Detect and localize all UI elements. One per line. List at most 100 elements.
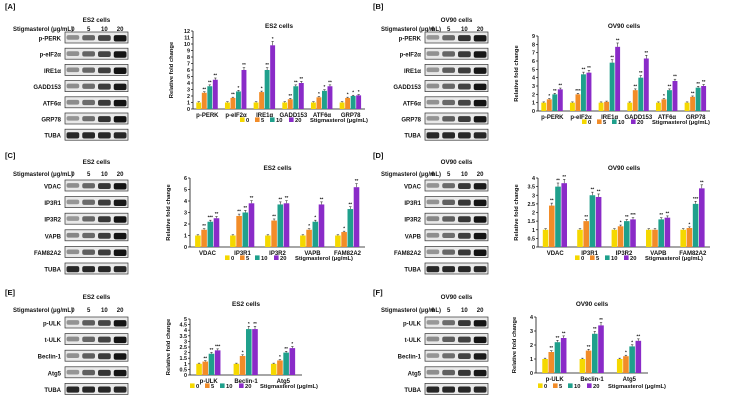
- blot-band: [66, 386, 80, 393]
- y-tick-label: 2.5: [180, 345, 188, 351]
- bar: [667, 90, 672, 111]
- significance-mark: **: [700, 179, 704, 184]
- legend-label: 20: [593, 384, 599, 390]
- significance-mark: **: [625, 214, 629, 219]
- y-tick-label: 6: [187, 68, 190, 74]
- blot-band: [66, 320, 80, 325]
- blot-band: [82, 199, 95, 205]
- bar: [569, 102, 575, 111]
- significance-mark: *: [272, 36, 274, 41]
- bar: [552, 94, 558, 111]
- bar: [598, 325, 604, 373]
- blot-band: [98, 353, 111, 360]
- blot-band: [66, 369, 80, 375]
- blot-band: [98, 320, 111, 326]
- blot-band: [426, 320, 440, 325]
- bar: [248, 203, 255, 247]
- blot-band: [473, 369, 487, 377]
- legend-swatch: [553, 383, 558, 388]
- blot-band: [442, 386, 455, 393]
- x-tick-label: VDAC: [547, 251, 565, 257]
- significance-mark: **: [639, 70, 643, 75]
- y-tick-label: 0.5: [180, 367, 188, 373]
- dose-label: 10: [461, 172, 468, 178]
- dose-label: 20: [477, 172, 484, 178]
- bar: [592, 333, 598, 373]
- bar-chart: OV90 cells Relative fold change 0 0.5 1 1.5 2 2…: [514, 165, 710, 262]
- dose-label: 5: [87, 172, 91, 178]
- legend-swatch: [225, 255, 230, 260]
- bar: [629, 346, 635, 373]
- bar: [585, 350, 592, 373]
- blot-row-label: t-ULK: [405, 338, 422, 344]
- bar: [241, 70, 247, 109]
- blot-row-label: TUBA: [404, 134, 421, 140]
- bar: [322, 90, 327, 109]
- significance-mark: ***: [630, 212, 636, 217]
- blot-band: [113, 232, 127, 240]
- blot-band: [458, 199, 471, 206]
- significance-mark: **: [210, 347, 214, 352]
- blot-band: [66, 336, 80, 342]
- blot-band: [473, 336, 487, 344]
- blot-band: [82, 232, 95, 239]
- x-tick-label: VAPB: [304, 251, 321, 257]
- x-tick-label: p-eIF2α: [225, 113, 247, 119]
- bar: [213, 218, 220, 247]
- dose-label: 10: [101, 172, 108, 178]
- bar: [627, 102, 633, 111]
- dose-label: 10: [461, 27, 468, 33]
- blot-band: [473, 266, 487, 273]
- dose-label: 5: [87, 27, 91, 33]
- y-tick-label: 7: [532, 51, 535, 57]
- blot-band: [98, 183, 111, 190]
- blot-band: [82, 35, 95, 41]
- bar: [265, 235, 271, 247]
- blot-band: [426, 353, 440, 358]
- blot-strip: [424, 229, 489, 242]
- bar: [579, 359, 586, 373]
- bar: [643, 58, 649, 111]
- y-tick-label: 4: [184, 328, 187, 334]
- blot-row-label: TUBA: [404, 388, 421, 394]
- blot-row-label: VDAC: [44, 185, 62, 191]
- y-tick-label: 5: [187, 75, 190, 81]
- significance-mark: **: [668, 83, 672, 88]
- significance-mark: ***: [575, 88, 581, 93]
- blot-strip: [424, 179, 489, 192]
- dose-label: 5: [87, 308, 91, 314]
- bar: [549, 205, 555, 247]
- blot-band: [98, 369, 111, 376]
- blot-band: [66, 99, 80, 105]
- significance-mark: **: [597, 188, 601, 193]
- y-tick-label: 3.5: [180, 334, 188, 340]
- significance-mark: *: [625, 350, 627, 355]
- blot-cell-title: ES2 cells: [83, 17, 111, 24]
- bar: [609, 62, 615, 111]
- chart-title: OV90 cells: [608, 23, 641, 30]
- legend-label: 10: [574, 384, 580, 390]
- y-tick-label: 4: [187, 81, 190, 87]
- blot-row-label: TUBA: [404, 268, 421, 274]
- y-axis-label: Relative fold change: [514, 45, 520, 102]
- panel-letter: [A]: [5, 2, 16, 11]
- blot-band: [113, 132, 127, 139]
- blot-band: [82, 369, 95, 376]
- blot-band: [66, 353, 80, 358]
- x-tick-label: IP3R2: [269, 251, 286, 257]
- blot-band: [82, 216, 95, 222]
- blot-row-label: GADD153: [33, 85, 61, 91]
- blot-band: [66, 216, 80, 221]
- y-tick-label: 2: [532, 211, 535, 217]
- bar: [542, 229, 549, 247]
- significance-mark: **: [279, 196, 283, 201]
- legend-label: 5: [246, 256, 250, 262]
- blot-band: [458, 249, 471, 256]
- blot-band: [113, 369, 127, 377]
- blot-band: [442, 353, 455, 359]
- bar: [561, 183, 567, 247]
- blot-band: [458, 99, 471, 106]
- y-tick-label: 1: [184, 234, 187, 240]
- blot-row-label: Atg5: [48, 371, 62, 377]
